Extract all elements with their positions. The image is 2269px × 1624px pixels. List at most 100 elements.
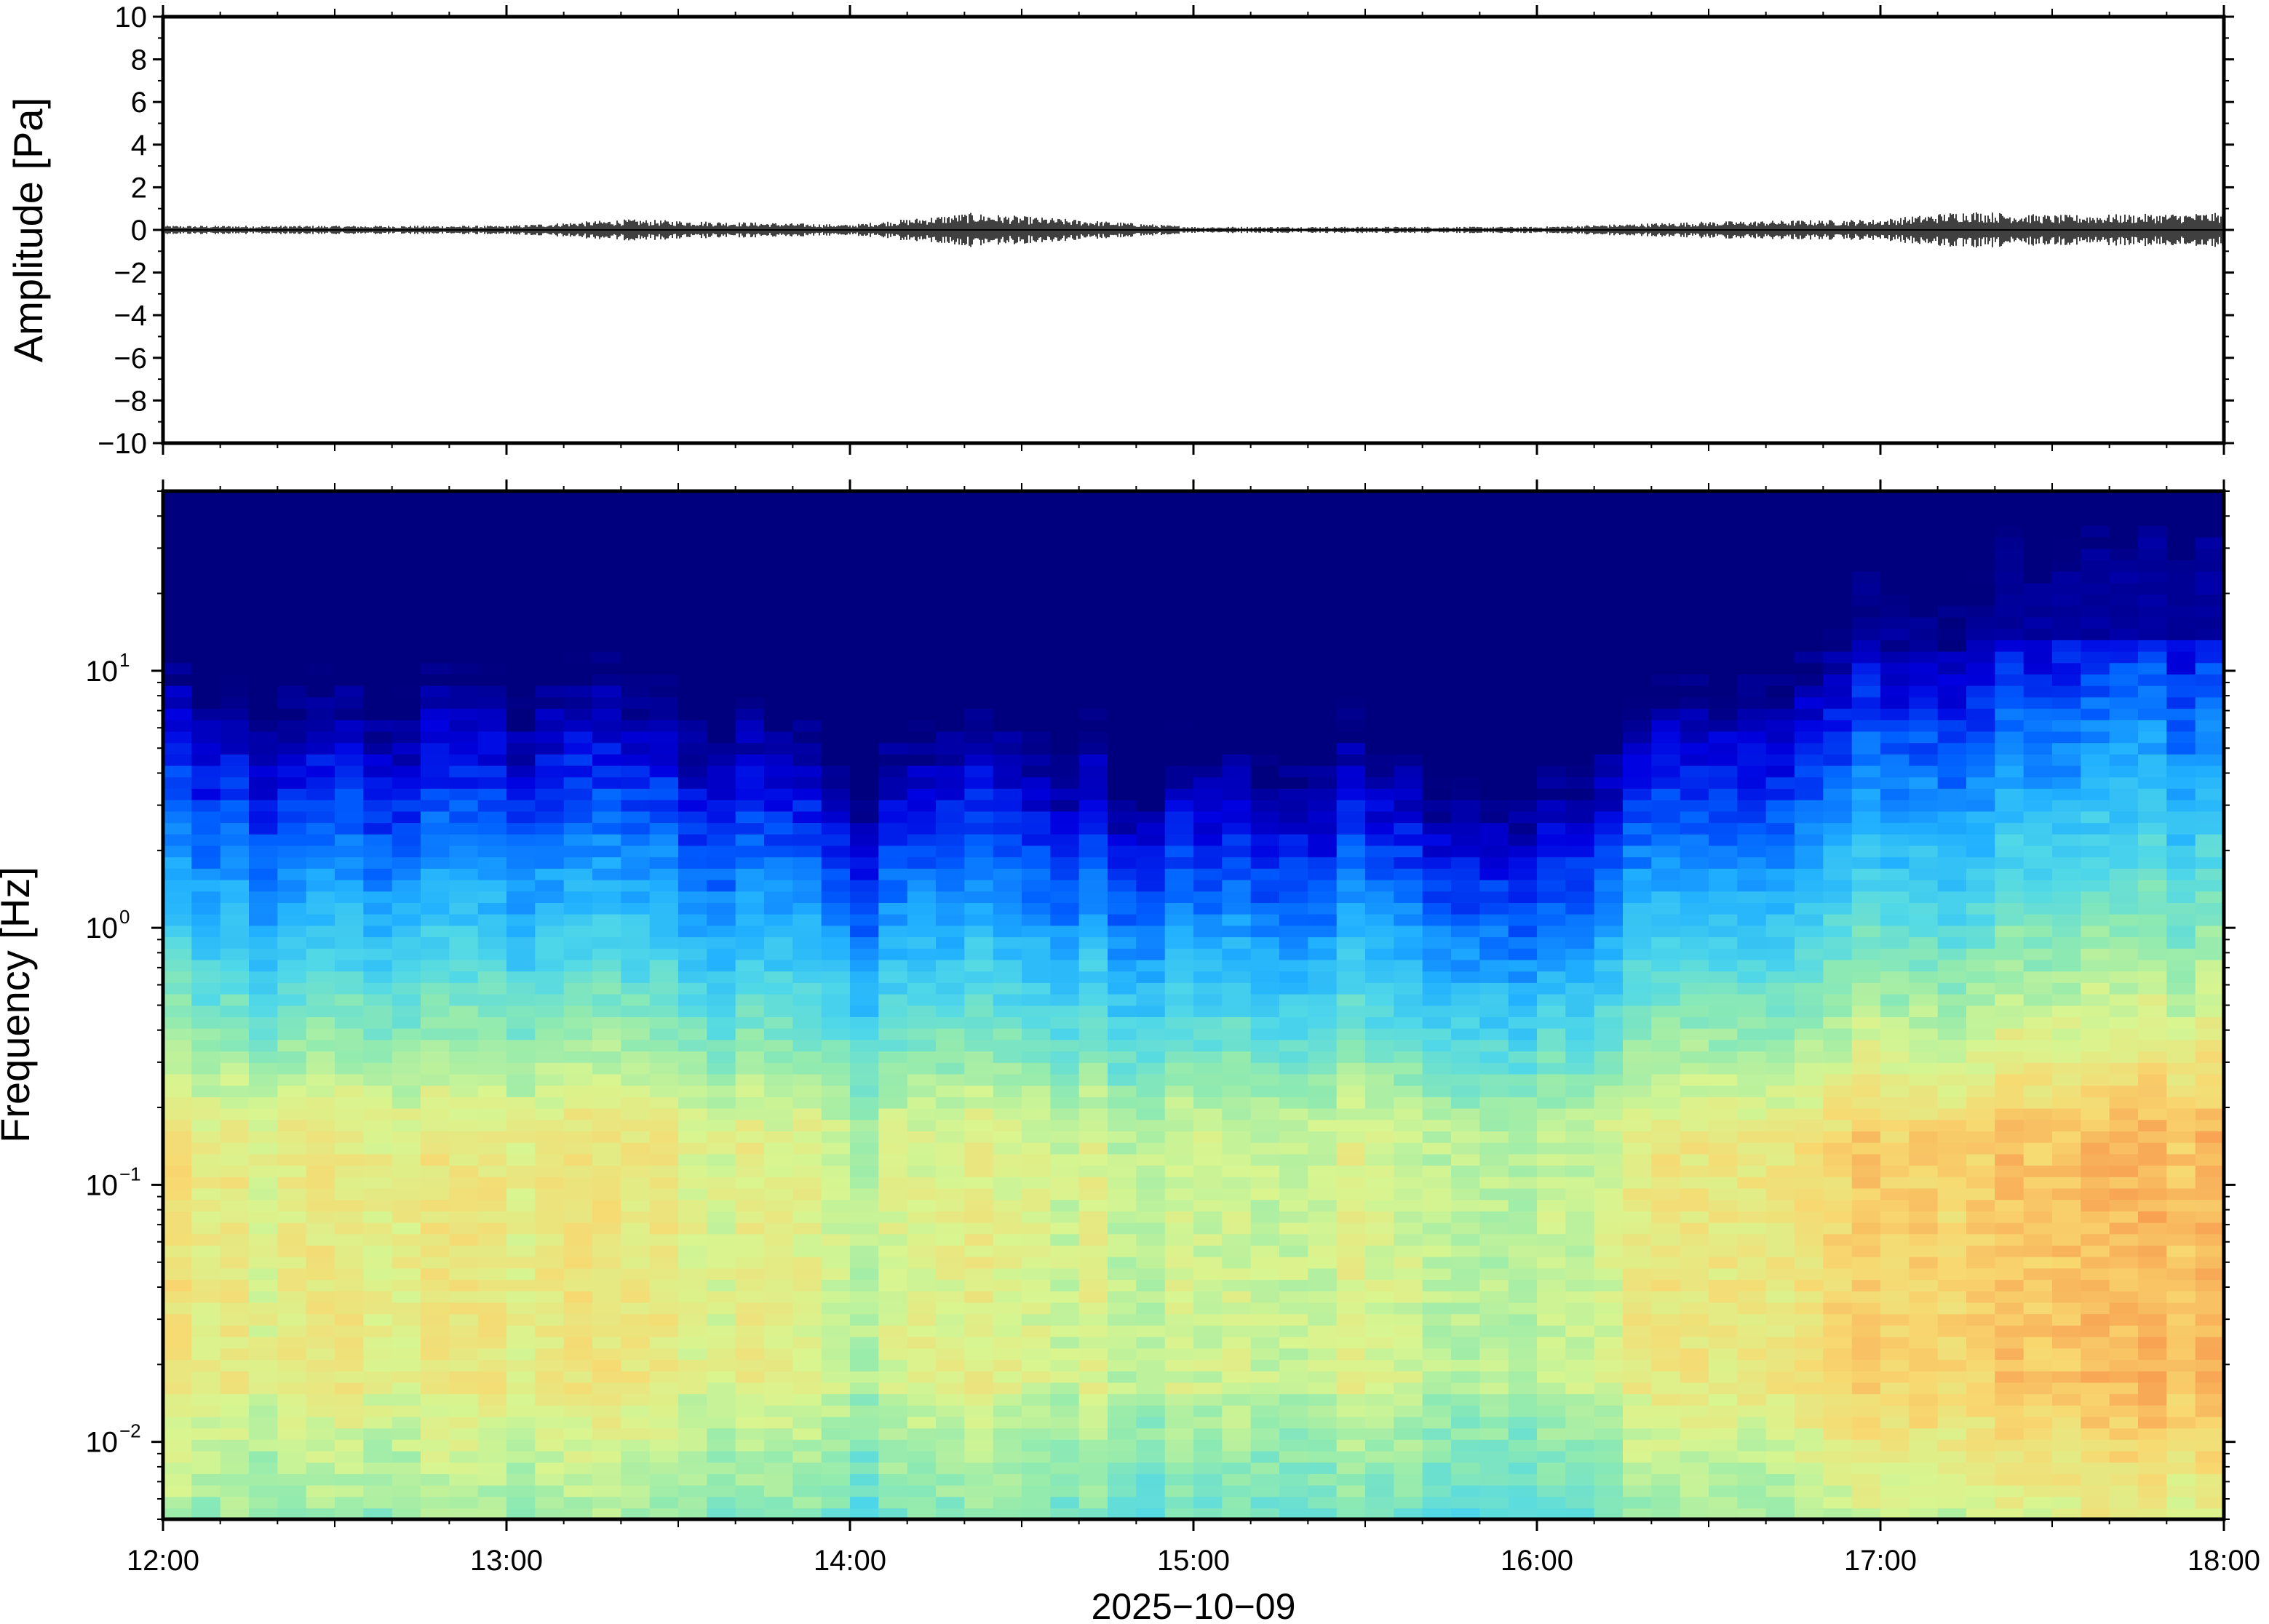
spectrogram-cell: [993, 1291, 1022, 1303]
spectrogram-cell: [335, 1051, 365, 1063]
spectrogram-cell: [1451, 834, 1481, 846]
spectrogram-cell: [592, 1256, 622, 1269]
spectrogram-cell: [1537, 891, 1567, 903]
spectrogram-cell: [1279, 731, 1309, 744]
spectrogram-cell: [964, 1348, 994, 1360]
spectrogram-cell: [1164, 902, 1194, 915]
spectrogram-cell: [592, 811, 622, 824]
spectrogram-cell: [707, 1051, 736, 1063]
spectrogram-cell: [249, 525, 279, 538]
spectrogram-cell: [363, 1165, 393, 1177]
spectrogram-cell: [1022, 776, 1052, 789]
spectrogram-cell: [1164, 993, 1194, 1006]
spectrogram-cell: [506, 1416, 536, 1429]
spectrogram-cell: [1222, 594, 1252, 606]
spectrogram-cell: [392, 1142, 421, 1155]
spectrogram-cell: [1365, 502, 1395, 515]
spectrogram-cell: [1250, 1039, 1280, 1052]
spectrogram-cell: [1193, 1096, 1223, 1109]
spectrogram-cell: [1050, 1313, 1080, 1326]
spectrogram-cell: [936, 720, 966, 732]
spectrogram-cell: [1623, 1267, 1653, 1281]
spectrogram-cell: [1394, 548, 1423, 560]
spectrogram-cell: [1451, 1416, 1481, 1429]
spectrogram-cell: [1279, 1348, 1309, 1360]
spectrogram-cell: [735, 856, 765, 869]
spectrogram-cell: [1308, 570, 1338, 584]
spectrogram-cell: [764, 1211, 794, 1223]
spectrogram-cell: [850, 1416, 880, 1429]
spectrogram-cell: [249, 594, 279, 606]
spectrogram-cell: [964, 1119, 994, 1131]
spectrogram-cell: [1164, 799, 1194, 812]
spectrogram-cell: [449, 1005, 479, 1017]
spectrogram-cell: [1336, 959, 1366, 972]
spectrogram-cell: [163, 1359, 193, 1372]
spectrogram-cell: [1508, 548, 1538, 560]
spectrogram-cell: [277, 662, 307, 674]
spectrogram-cell: [1479, 650, 1509, 664]
spectrogram-cell: [1136, 1336, 1166, 1349]
spectrogram-cell: [964, 560, 994, 572]
spectrogram-cell: [163, 776, 193, 789]
spectrogram-cell: [449, 560, 479, 572]
spectrogram-cell: [563, 868, 593, 880]
spectrogram-cell: [1479, 582, 1509, 595]
spectrogram-cell: [764, 1199, 794, 1211]
spectrogram-cell: [735, 1473, 765, 1486]
spectrogram-cell: [1336, 1382, 1366, 1395]
spectrogram-cell: [1537, 640, 1567, 652]
spectrogram-cell: [1108, 1062, 1137, 1075]
spectrogram-cell: [335, 902, 365, 915]
spectrogram-cell: [1479, 1005, 1509, 1017]
spectrogram-cell: [1565, 856, 1595, 869]
spectrogram-cell: [764, 856, 794, 869]
spectrogram-cell: [964, 1131, 994, 1143]
spectrogram-cell: [1394, 1382, 1423, 1395]
spectrogram-cell: [449, 913, 479, 926]
spectrogram-cell: [821, 1107, 851, 1121]
spectrogram-cell: [1193, 1062, 1223, 1075]
spectrogram-cell: [421, 1245, 450, 1257]
spectrogram-cell: [764, 616, 794, 629]
spectrogram-cell: [993, 1233, 1022, 1246]
spectrogram-cell: [220, 1199, 250, 1211]
spectrogram-cell: [1651, 1005, 1681, 1017]
spectrogram-cell: [220, 1462, 250, 1474]
spectrogram-cell: [1279, 1199, 1309, 1211]
spectrogram-cell: [477, 1062, 507, 1075]
spectrogram-cell: [220, 845, 250, 858]
spectrogram-cell: [1078, 1473, 1108, 1486]
spectrogram-cell: [764, 525, 794, 538]
spectrogram-cell: [936, 1359, 966, 1372]
spectrogram-cell: [191, 1085, 221, 1097]
spectrogram-cell: [592, 845, 622, 858]
spectrogram-cell: [277, 845, 307, 858]
spectrogram-cell: [907, 1256, 937, 1269]
spectrogram-cell: [1164, 982, 1194, 995]
spectrogram-cell: [163, 1199, 193, 1211]
spectrogram-cell: [1250, 1382, 1280, 1395]
spectrogram-cell: [1078, 971, 1108, 983]
spectrogram-cell: [592, 1187, 622, 1201]
spectrogram-cell: [1422, 1233, 1452, 1246]
spectrogram-cell: [191, 560, 221, 572]
spectrogram-cell: [678, 822, 708, 835]
spectrogram-cell: [1022, 536, 1052, 549]
spectrogram-cell: [163, 845, 193, 858]
spectrogram-cell: [1250, 536, 1280, 549]
spectrogram-cell: [335, 616, 365, 629]
spectrogram-cell: [1565, 993, 1595, 1006]
spectrogram-cell: [1623, 1073, 1653, 1086]
spectrogram-cell: [1078, 1291, 1108, 1303]
spectrogram-cell: [907, 1245, 937, 1257]
spectrogram-cell: [1508, 1359, 1538, 1372]
spectrogram-cell: [907, 799, 937, 812]
spectrogram-cell: [1508, 856, 1538, 869]
spectrogram-cell: [1136, 1462, 1166, 1474]
spectrogram-cell: [1078, 1348, 1108, 1360]
spectrogram-cell: [363, 685, 393, 698]
spectrogram-cell: [335, 982, 365, 995]
spectrogram-cell: [993, 628, 1022, 640]
spectrogram-cell: [1078, 1450, 1108, 1463]
